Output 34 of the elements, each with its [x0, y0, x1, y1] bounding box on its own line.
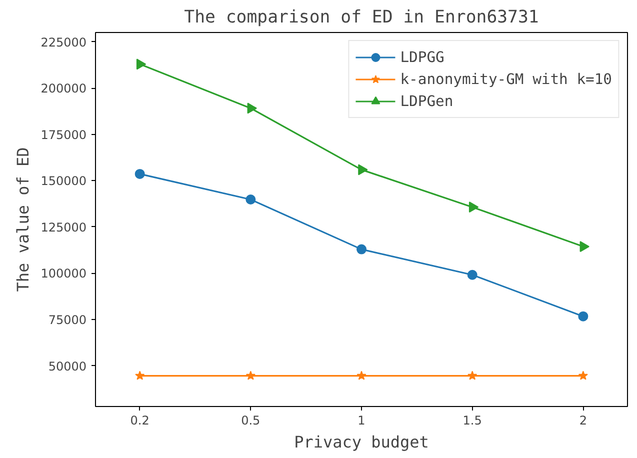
point — [468, 202, 479, 213]
point — [135, 370, 145, 380]
x-tick-label: 0.5 — [241, 414, 260, 428]
y-axis-title: The value of ED — [14, 147, 33, 292]
x-tick-label: 0.2 — [130, 414, 150, 428]
y-tick-label: 200000 — [40, 82, 87, 96]
x-axis-title: Privacy budget — [294, 432, 429, 452]
point — [246, 370, 256, 380]
x-tick-label: 1.5 — [462, 414, 482, 428]
point — [467, 270, 478, 280]
x-tick-label: 2 — [579, 414, 587, 428]
y-tick-label: 125000 — [40, 220, 87, 234]
point — [356, 244, 366, 254]
point — [356, 370, 366, 380]
point — [136, 58, 146, 70]
point — [580, 241, 590, 252]
y-tick-label: 150000 — [40, 174, 87, 188]
x-tick-label: 1 — [358, 414, 366, 428]
y-tick-label: 225000 — [40, 35, 87, 50]
point — [468, 370, 478, 380]
point — [134, 168, 145, 179]
y-tick-label: 175000 — [40, 128, 87, 142]
point — [358, 164, 368, 176]
legend-label: k-anonymity-GM with k=10 — [400, 70, 612, 88]
legend-label: LDPGG — [400, 48, 444, 66]
point — [578, 370, 588, 380]
y-tick-label: 75000 — [48, 312, 87, 327]
legend-label: LDPGen — [400, 92, 454, 110]
point — [578, 311, 588, 322]
point — [247, 102, 257, 114]
y-tick-label: 100000 — [40, 266, 87, 281]
point — [246, 194, 256, 204]
y-tick-label: 50000 — [48, 359, 87, 374]
chart-title: The comparison of ED in Enron63731 — [184, 8, 539, 28]
